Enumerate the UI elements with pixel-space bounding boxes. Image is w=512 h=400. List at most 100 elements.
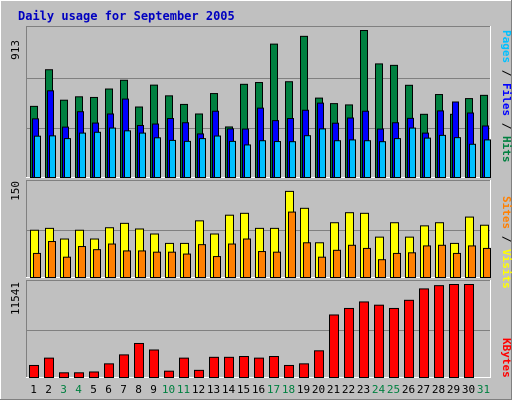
pages-bar [364, 140, 371, 178]
kbytes-bar [404, 299, 414, 378]
sites-bar [258, 251, 266, 278]
sites-bar [438, 244, 446, 278]
kbytes-bar [74, 372, 84, 378]
pages-bar [229, 140, 236, 178]
day-label: 6 [105, 383, 112, 396]
pages-bar [424, 137, 431, 179]
sites-bar [363, 247, 371, 278]
kbytes-bar [179, 357, 189, 379]
pages-bar [379, 141, 386, 178]
day-axis: 1 2 3 4 5 6 7 8 9 10 11 12 13 14 15 16 17 18 19 20 21 22 23 24 2… [30, 383, 490, 396]
day-label: 22 [342, 383, 355, 396]
sites-bar [153, 251, 161, 278]
day-label: 30 [462, 383, 475, 396]
top-side-label: Pages / Files / Hits [500, 30, 512, 163]
kbytes-bar [149, 349, 159, 379]
sites-bar [63, 256, 71, 278]
sites-bar [288, 211, 296, 278]
day-label: 8 [135, 383, 142, 396]
sites-bar [348, 244, 356, 278]
day-label: 19 [297, 383, 310, 396]
sites-bar [468, 245, 476, 278]
pages-bar [169, 139, 176, 179]
kbytes-bar [164, 370, 174, 379]
bottom-side-label: KBytes [500, 338, 512, 378]
day-label: 27 [417, 383, 430, 396]
sites-bar [123, 250, 131, 278]
kbytes-bar [464, 284, 474, 378]
sites-bar [483, 247, 491, 278]
side-label-part: KBytes [500, 338, 512, 378]
day-label: 16 [252, 383, 265, 396]
kbytes-bar [89, 371, 99, 378]
kbytes-bar [374, 304, 384, 379]
day-label: 13 [207, 383, 220, 396]
sites-bar [273, 251, 281, 278]
sites-bar [168, 251, 176, 278]
kbytes-bar [344, 307, 354, 378]
kbytes-bar [449, 284, 459, 378]
day-label: 11 [177, 383, 190, 396]
sites-bar [183, 253, 191, 278]
sites-bar [408, 252, 416, 279]
day-label: 12 [192, 383, 205, 396]
day-label: 17 [267, 383, 280, 396]
kbytes-bar [284, 364, 294, 378]
sites-bar [318, 256, 326, 278]
pages-bar [214, 135, 221, 178]
kbytes-bar [104, 363, 114, 379]
day-label: 5 [90, 383, 97, 396]
day-label: 9 [150, 383, 157, 396]
kbytes-bar [119, 354, 129, 378]
kbytes-bar [329, 314, 339, 378]
pages-bar [319, 128, 326, 179]
side-label-part: / [500, 63, 512, 83]
pages-bar [259, 140, 266, 178]
sites-bar [393, 252, 401, 278]
sites-bar [48, 241, 56, 279]
side-label-part: / [500, 116, 512, 136]
kbytes-bar [59, 372, 69, 378]
kbytes-bar [44, 357, 54, 379]
day-label: 4 [75, 383, 82, 396]
kbytes-panel [26, 280, 491, 379]
bottom-ymax-label: 11541 [9, 282, 22, 315]
sites-bar [378, 259, 386, 279]
day-label: 28 [432, 383, 445, 396]
middle-ymax-label: 150 [9, 181, 22, 201]
pages-bar [64, 138, 71, 178]
day-label: 26 [402, 383, 415, 396]
pages-bar [409, 127, 416, 179]
pages-bar [94, 131, 101, 179]
kbytes-bar [419, 288, 429, 378]
pages-bar [109, 127, 116, 179]
sites-bar [453, 252, 461, 278]
pages-bar [244, 144, 251, 178]
pages-bar [139, 132, 146, 179]
kbytes-bar [134, 342, 144, 379]
day-label: 14 [222, 383, 236, 396]
day-label: 24 [372, 383, 386, 396]
day-label: 10 [162, 383, 175, 396]
kbytes-bar [269, 356, 279, 379]
day-label: 29 [447, 383, 460, 396]
kbytes-bar [239, 356, 249, 379]
pages-bar [49, 135, 56, 179]
pages-bar [304, 135, 311, 178]
sites-bar [33, 252, 41, 278]
side-label-part: Hits [500, 136, 512, 163]
side-label-part: Files [500, 83, 512, 116]
pages-bar [274, 141, 281, 178]
pages-bar [79, 132, 86, 179]
kbytes-bar [314, 350, 324, 379]
kbytes-bar [389, 307, 399, 378]
sites-bar [138, 250, 146, 278]
sites-bar [303, 242, 311, 278]
sites-bar [228, 243, 236, 279]
kbytes-bar [254, 357, 264, 379]
pages-bar [154, 137, 161, 179]
day-label: 15 [237, 383, 250, 396]
day-label: 18 [282, 383, 295, 396]
pages-bar [484, 139, 491, 178]
